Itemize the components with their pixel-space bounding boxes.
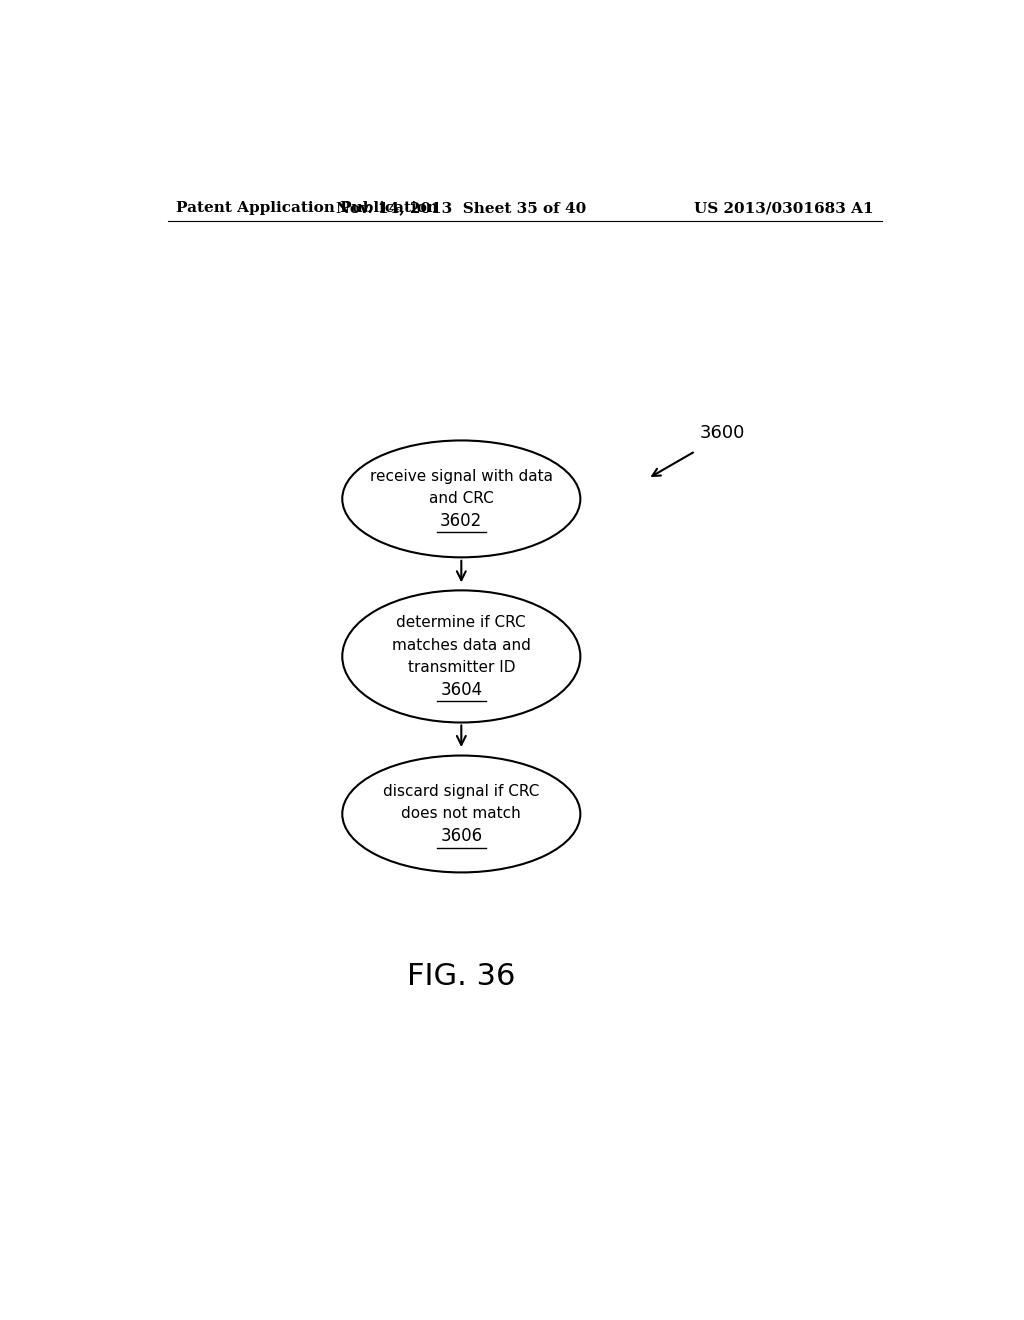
Text: Nov. 14, 2013  Sheet 35 of 40: Nov. 14, 2013 Sheet 35 of 40 — [336, 201, 587, 215]
Text: 3606: 3606 — [440, 828, 482, 845]
Text: receive signal with data: receive signal with data — [370, 469, 553, 484]
Text: 3600: 3600 — [699, 424, 744, 442]
Text: 3604: 3604 — [440, 681, 482, 700]
Text: US 2013/0301683 A1: US 2013/0301683 A1 — [694, 201, 873, 215]
Text: transmitter ID: transmitter ID — [408, 660, 515, 675]
Text: Patent Application Publication: Patent Application Publication — [176, 201, 437, 215]
Text: 3602: 3602 — [440, 512, 482, 531]
Text: and CRC: and CRC — [429, 491, 494, 507]
Text: FIG. 36: FIG. 36 — [408, 962, 515, 991]
Text: does not match: does not match — [401, 807, 521, 821]
Text: matches data and: matches data and — [392, 638, 530, 653]
Text: determine if CRC: determine if CRC — [396, 615, 526, 631]
Text: discard signal if CRC: discard signal if CRC — [383, 784, 540, 799]
